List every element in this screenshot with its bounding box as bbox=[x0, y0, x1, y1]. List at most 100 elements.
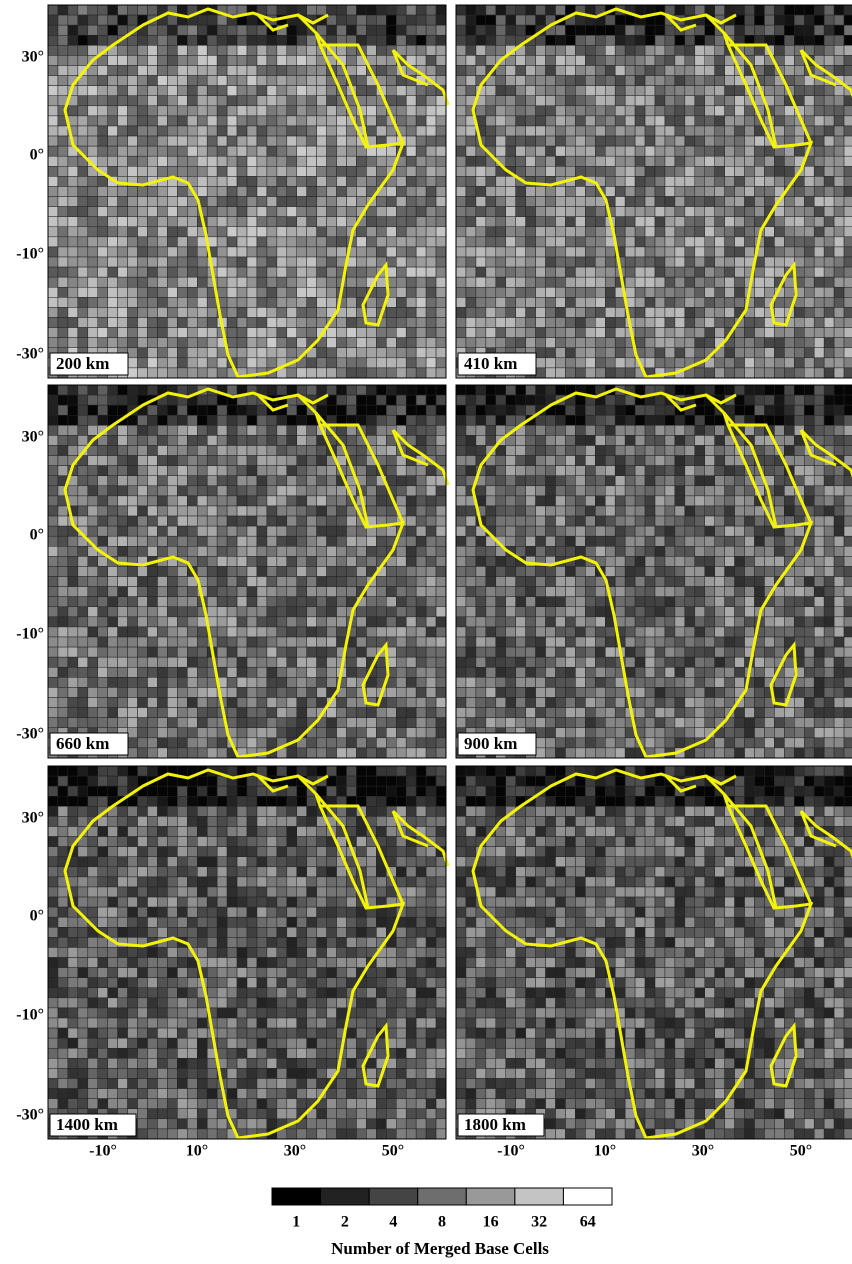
grid-cell bbox=[138, 496, 148, 506]
grid-cell bbox=[237, 35, 247, 45]
grid-cell bbox=[337, 5, 347, 15]
grid-cell bbox=[138, 5, 148, 15]
grid-cell bbox=[247, 15, 257, 25]
grid-cell bbox=[167, 257, 177, 267]
grid-cell bbox=[157, 217, 167, 227]
grid-cell bbox=[426, 15, 436, 25]
grid-cell bbox=[347, 5, 357, 15]
grid-cell bbox=[297, 328, 307, 338]
grid-cell bbox=[227, 445, 237, 455]
grid-cell bbox=[406, 637, 416, 647]
grid-cell bbox=[187, 647, 197, 657]
grid-cell bbox=[416, 136, 426, 146]
grid-cell bbox=[386, 577, 396, 587]
grid-cell bbox=[128, 35, 138, 45]
grid-cell bbox=[705, 166, 715, 176]
grid-cell bbox=[715, 136, 725, 146]
grid-cell bbox=[227, 435, 237, 445]
grid-cell bbox=[516, 136, 526, 146]
grid-cell bbox=[426, 156, 436, 166]
grid-cell bbox=[167, 647, 177, 657]
grid-cell bbox=[78, 317, 88, 327]
grid-cell bbox=[98, 637, 108, 647]
grid-cell bbox=[386, 728, 396, 738]
grid-cell bbox=[217, 197, 227, 207]
grid-cell bbox=[735, 217, 745, 227]
grid-cell bbox=[247, 607, 257, 617]
grid-cell bbox=[157, 536, 167, 546]
grid-cell bbox=[227, 257, 237, 267]
grid-cell bbox=[436, 607, 446, 617]
grid-cell bbox=[834, 267, 844, 277]
grid-cell bbox=[207, 65, 217, 75]
grid-cell bbox=[58, 307, 68, 317]
grid-cell bbox=[48, 496, 58, 506]
grid-cell bbox=[88, 217, 98, 227]
grid-cell bbox=[267, 516, 277, 526]
grid-cell bbox=[347, 687, 357, 697]
grid-cell bbox=[68, 176, 78, 186]
grid-cell bbox=[317, 86, 327, 96]
grid-cell bbox=[376, 197, 386, 207]
grid-cell bbox=[735, 227, 745, 237]
grid-cell bbox=[635, 207, 645, 217]
grid-cell bbox=[565, 435, 575, 445]
grid-cell bbox=[167, 338, 177, 348]
grid-cell bbox=[794, 35, 804, 45]
grid-cell bbox=[197, 146, 207, 156]
grid-cell bbox=[347, 385, 357, 395]
grid-cell bbox=[167, 86, 177, 96]
grid-cell bbox=[247, 35, 257, 45]
grid-cell bbox=[138, 45, 148, 55]
grid-cell bbox=[138, 677, 148, 687]
grid-cell bbox=[247, 45, 257, 55]
grid-cell bbox=[705, 338, 715, 348]
grid-cell bbox=[148, 385, 158, 395]
grid-cell bbox=[287, 546, 297, 556]
grid-cell bbox=[177, 35, 187, 45]
grid-cell bbox=[68, 617, 78, 627]
grid-cell bbox=[347, 657, 357, 667]
grid-cell bbox=[665, 176, 675, 186]
grid-cell bbox=[227, 718, 237, 728]
grid-cell bbox=[118, 55, 128, 65]
grid-cell bbox=[794, 348, 804, 358]
grid-cell bbox=[804, 257, 814, 267]
grid-cell bbox=[595, 217, 605, 227]
y-tick-label: -10° bbox=[16, 246, 44, 263]
grid-cell bbox=[486, 5, 496, 15]
grid-cell bbox=[436, 297, 446, 307]
grid-cell bbox=[436, 566, 446, 576]
grid-cell bbox=[227, 55, 237, 65]
grid-cell bbox=[207, 25, 217, 35]
grid-cell bbox=[157, 677, 167, 687]
grid-cell bbox=[396, 368, 406, 378]
grid-cell bbox=[197, 338, 207, 348]
grid-cell bbox=[277, 697, 287, 707]
grid-cell bbox=[48, 435, 58, 445]
grid-cell bbox=[635, 65, 645, 75]
grid-cell bbox=[715, 55, 725, 65]
grid-cell bbox=[824, 136, 834, 146]
grid-cell bbox=[167, 697, 177, 707]
grid-cell bbox=[386, 15, 396, 25]
grid-cell bbox=[187, 277, 197, 287]
grid-cell bbox=[217, 647, 227, 657]
grid-cell bbox=[148, 647, 158, 657]
grid-cell bbox=[277, 166, 287, 176]
grid-cell bbox=[337, 186, 347, 196]
grid-cell bbox=[536, 506, 546, 516]
grid-cell bbox=[257, 237, 267, 247]
grid-cell bbox=[605, 76, 615, 86]
grid-cell bbox=[844, 227, 852, 237]
grid-cell bbox=[68, 287, 78, 297]
grid-cell bbox=[635, 247, 645, 257]
grid-cell bbox=[307, 5, 317, 15]
grid-cell bbox=[516, 247, 526, 257]
grid-cell bbox=[356, 456, 366, 466]
grid-cell bbox=[456, 395, 466, 405]
grid-cell bbox=[784, 415, 794, 425]
grid-cell bbox=[416, 126, 426, 136]
grid-cell bbox=[177, 76, 187, 86]
grid-cell bbox=[625, 25, 635, 35]
